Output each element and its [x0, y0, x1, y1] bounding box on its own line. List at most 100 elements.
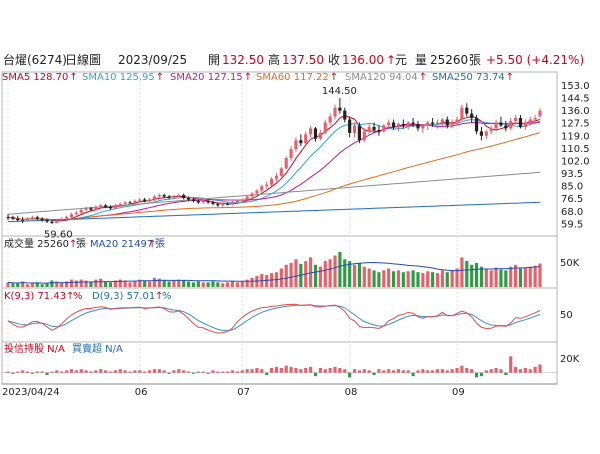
volume-legend-label: 成交量 25260 — [4, 237, 69, 250]
volume-bar — [406, 271, 410, 287]
inst-bar — [35, 371, 39, 373]
inst-bar — [343, 369, 347, 373]
inst-bar — [211, 370, 215, 373]
volume-bar — [426, 271, 430, 287]
inst-bar — [138, 370, 142, 373]
candle-body — [157, 195, 161, 197]
volume-bar — [240, 281, 244, 287]
volume-bar — [55, 281, 59, 287]
inst-bar — [196, 371, 200, 373]
inst-bar — [182, 370, 186, 373]
volume-bar — [211, 281, 215, 287]
inst-bar — [201, 371, 205, 373]
open-label: 開 — [208, 53, 220, 67]
inst-bar — [431, 370, 435, 373]
inst-bar — [89, 371, 93, 373]
candle-body — [367, 126, 371, 132]
volume-bar — [245, 279, 249, 287]
ma-legend-arrow-icon: ↑ — [330, 72, 338, 83]
volume-bar — [435, 273, 440, 287]
ma-legend-item: SMA120 94.04 — [345, 72, 418, 83]
inst-bar — [133, 370, 137, 373]
inst-bar — [460, 365, 464, 373]
inst-bar — [518, 369, 523, 373]
candle-body — [343, 110, 347, 120]
candle-body — [226, 203, 230, 205]
candle-body — [211, 202, 215, 204]
candle-body — [133, 200, 137, 203]
price-tick-label: 136.0 — [561, 106, 590, 117]
inst-bar — [25, 371, 30, 373]
candle-body — [30, 217, 34, 219]
volume-bar — [377, 272, 381, 287]
inst-bar — [240, 370, 244, 373]
change-value: +5.50 (+4.21%) — [486, 53, 584, 67]
candle-body — [196, 200, 200, 203]
candle-body — [21, 220, 25, 222]
volume-bar — [528, 266, 532, 287]
candle-body — [372, 126, 376, 130]
inst-net-label: 買賣超 N/A — [72, 342, 123, 355]
volume-bar — [538, 263, 542, 287]
inst-bar — [84, 370, 88, 373]
candle-body — [167, 196, 171, 198]
candle-body — [50, 221, 54, 224]
candle-body — [289, 149, 293, 158]
price-tick-label: 85.0 — [561, 182, 583, 193]
candle-body — [445, 119, 449, 126]
candle-body — [245, 196, 249, 200]
inst-bar — [504, 372, 508, 375]
volume-bar — [79, 279, 83, 287]
inst-bar — [289, 366, 293, 373]
volume-bar — [69, 279, 74, 287]
candle-body — [450, 122, 454, 126]
volume-bar — [216, 282, 220, 287]
volume-bar — [221, 283, 225, 287]
candle-body — [235, 200, 239, 203]
candle-body — [333, 107, 337, 117]
inst-bar — [30, 372, 34, 374]
inst-bar — [255, 368, 259, 373]
volume-value: 25260 — [430, 53, 468, 67]
inst-bar — [426, 370, 430, 373]
up-arrow-icon: ↑ — [386, 53, 396, 67]
candle-body — [162, 195, 166, 197]
ma-legend-arrow-icon: ↑ — [419, 72, 427, 83]
ma-legend-item: SMA10 125.95 — [82, 72, 155, 83]
volume-bar — [40, 284, 44, 287]
ma-legend-arrow-icon: ↑ — [506, 72, 514, 83]
candle-body — [474, 118, 479, 132]
d-legend-arrow-icon: ↑ — [155, 291, 163, 302]
low-annotation: 59.60 — [44, 230, 73, 241]
volume-bar — [318, 266, 322, 287]
open-value: 132.50 — [222, 53, 264, 67]
ma-legend: SMA5 128.70 ↑ SMA10 125.95 ↑ SMA20 127.15 ↑ SM… — [2, 72, 514, 83]
volume-bar — [523, 267, 527, 287]
candle-body — [411, 122, 415, 124]
candle-body — [6, 217, 10, 219]
volume-bar — [440, 270, 444, 287]
volume-bar — [504, 270, 508, 287]
volume-bar — [470, 264, 474, 287]
volume-bar — [128, 282, 132, 287]
candle-body — [118, 203, 122, 206]
d-legend-label: D(9,3) 57.01 — [92, 291, 155, 302]
volume-bar — [401, 272, 405, 287]
candle-body — [274, 175, 279, 179]
price-tick-label: 93.5 — [561, 169, 583, 180]
candle-body — [309, 128, 313, 135]
volume-ma-arrow-icon: ↑ — [148, 239, 156, 250]
volume-bar — [201, 282, 205, 287]
inst-bar — [440, 369, 444, 373]
volume-ma-unit: 張 — [155, 238, 165, 250]
volume-bars — [6, 251, 542, 287]
candle-body — [143, 199, 147, 201]
inst-bar — [304, 368, 308, 373]
inst-bar — [528, 369, 532, 373]
close-value: 136.00 — [342, 53, 384, 67]
volume-bar — [509, 266, 513, 287]
inst-bar — [391, 370, 396, 373]
